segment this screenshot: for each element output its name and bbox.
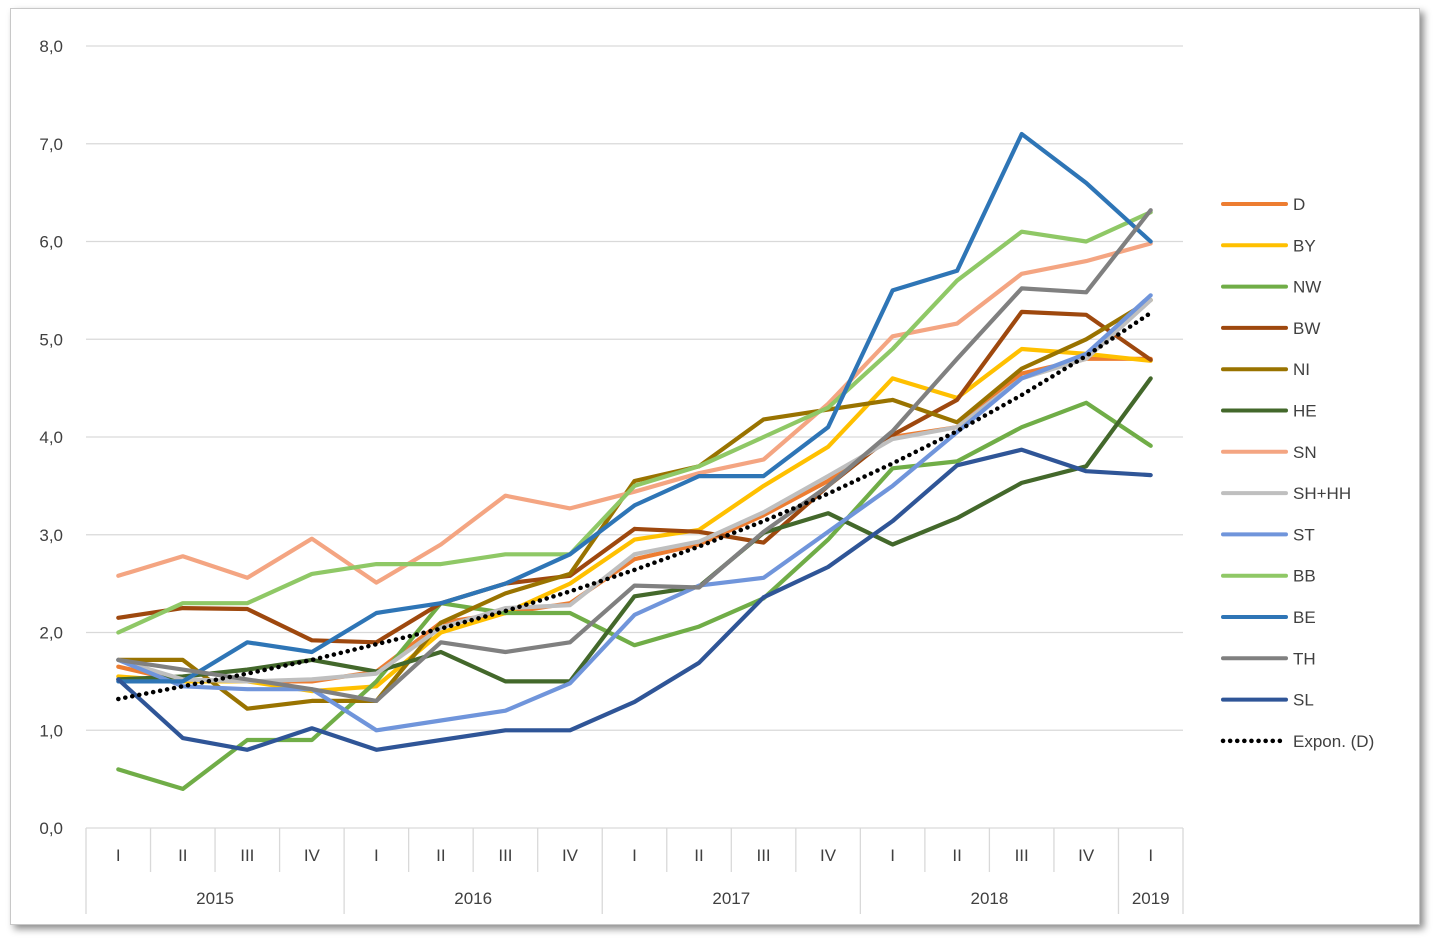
legend-item: BY — [1221, 236, 1316, 255]
y-tick-label: 5,0 — [39, 330, 63, 349]
x-tick-label-quarter: II — [952, 846, 961, 865]
legend-item: SH+HH — [1221, 484, 1351, 503]
chart-frame: 0,0 1,0 2,0 3,0 4,0 5,0 6,0 7,0 8,0 I II III IV I II I… — [10, 8, 1420, 925]
legend-item: SL — [1221, 691, 1314, 710]
legend-label: BE — [1293, 608, 1316, 627]
x-tick-label-quarter: IV — [1078, 846, 1095, 865]
y-tick-label: 0,0 — [39, 819, 63, 838]
legend-label: BB — [1293, 567, 1316, 586]
x-tick-label-quarter: IV — [820, 846, 837, 865]
series-line-be — [116, 131, 1153, 684]
y-tick-label: 8,0 — [39, 37, 63, 56]
legend-label: NW — [1293, 278, 1321, 297]
y-tick-label: 1,0 — [39, 721, 63, 740]
x-tick-label-quarter: IV — [304, 846, 321, 865]
x-tick-label-year: 2018 — [970, 889, 1008, 908]
series-line-bb — [116, 210, 1153, 635]
series-lines — [116, 131, 1153, 792]
series-line-expon-d- — [116, 310, 1153, 702]
legend-item: ST — [1221, 525, 1315, 544]
series-line-sh-hh — [116, 298, 1153, 684]
legend-item: NI — [1221, 360, 1310, 379]
legend-label: D — [1293, 195, 1305, 214]
series-line-th — [116, 208, 1153, 704]
x-tick-label-quarter: III — [756, 846, 770, 865]
y-tick-label: 6,0 — [39, 233, 63, 252]
x-tick-label-year: 2017 — [712, 889, 750, 908]
legend-item: HE — [1221, 402, 1317, 421]
legend: D BY NW BW NI HE SN SH+HH ST BB BE TH SL Expon. (D) — [1220, 195, 1374, 751]
series-line-ni — [116, 298, 1153, 711]
x-tick-label-quarter: II — [436, 846, 445, 865]
x-tick-label-quarter: I — [890, 846, 895, 865]
y-tick-label: 3,0 — [39, 526, 63, 545]
x-tick-label-quarter: III — [498, 846, 512, 865]
legend-item: TH — [1221, 649, 1316, 668]
x-tick-label-quarter: I — [374, 846, 379, 865]
legend-label: Expon. (D) — [1293, 732, 1374, 751]
line-chart: 0,01,02,03,04,05,06,07,08,0 I II III IV I II I… — [39, 37, 1374, 914]
x-tick-label-quarter: II — [694, 846, 703, 865]
series-line-sn — [116, 241, 1153, 585]
series-line-nw — [116, 400, 1153, 792]
legend-item: BB — [1221, 567, 1316, 586]
legend-label: NI — [1293, 360, 1310, 379]
legend-label: TH — [1293, 649, 1316, 668]
y-tick-label: 7,0 — [39, 135, 63, 154]
legend-item: SN — [1221, 443, 1317, 462]
series-line-sl — [116, 447, 1153, 752]
x-tick-label-year: 2019 — [1132, 889, 1170, 908]
legend-label: ST — [1293, 525, 1315, 544]
series-line-bw — [116, 309, 1153, 645]
x-tick-label-quarter: I — [1148, 846, 1153, 865]
legend-item: BW — [1221, 319, 1320, 338]
x-tick-label-quarter: II — [178, 846, 187, 865]
x-tick-label-year: 2015 — [196, 889, 234, 908]
legend-item: D — [1221, 195, 1305, 214]
gridlines — [86, 45, 1183, 829]
legend-label: BY — [1293, 236, 1316, 255]
legend-item: Expon. (D) — [1220, 732, 1374, 751]
x-tick-label-quarter: IV — [562, 846, 579, 865]
legend-label: HE — [1293, 402, 1317, 421]
legend-label: SH+HH — [1293, 484, 1351, 503]
legend-label: SN — [1293, 443, 1317, 462]
legend-label: BW — [1293, 319, 1320, 338]
y-tick-label: 2,0 — [39, 624, 63, 643]
x-tick-label-quarter: I — [116, 846, 121, 865]
y-axis: 0,0 1,0 2,0 3,0 4,0 5,0 6,0 7,0 8,0 — [39, 37, 63, 838]
x-tick-label-quarter: III — [1015, 846, 1029, 865]
legend-item: NW — [1221, 278, 1321, 297]
x-tick-label-quarter: I — [632, 846, 637, 865]
x-tick-label-year: 2016 — [454, 889, 492, 908]
x-tick-label-quarter: III — [240, 846, 254, 865]
y-tick-label: 4,0 — [39, 428, 63, 447]
series-line-st — [116, 293, 1153, 733]
legend-label: SL — [1293, 691, 1314, 710]
legend-item: BE — [1221, 608, 1316, 627]
